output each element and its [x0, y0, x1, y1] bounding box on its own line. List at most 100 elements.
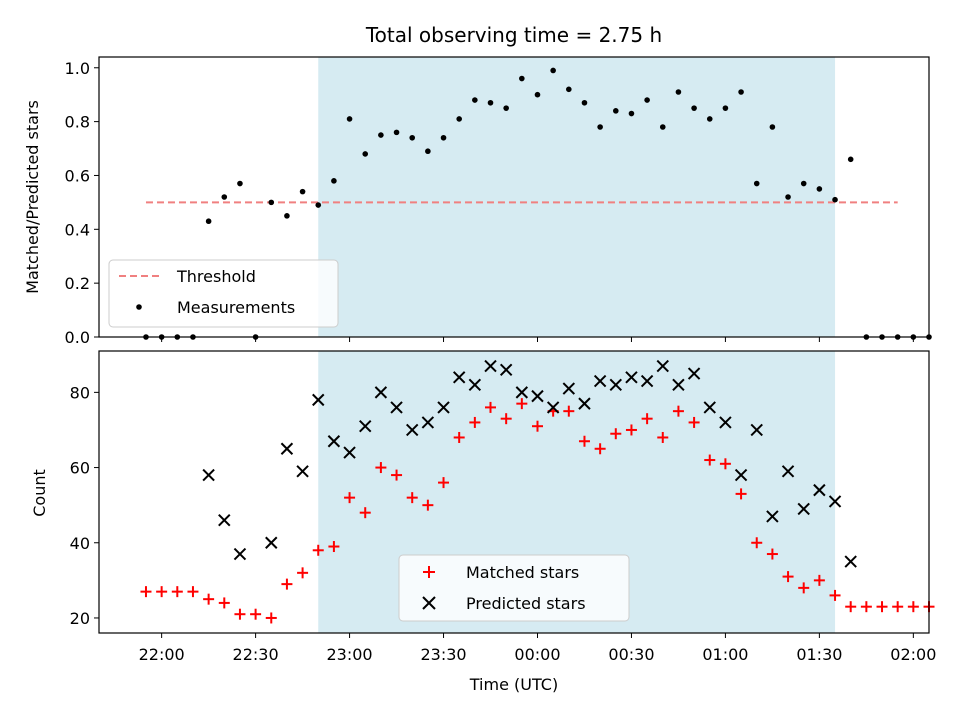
predicted-star-point — [296, 465, 309, 478]
measurement-point — [425, 148, 431, 155]
matched-star-point — [469, 416, 481, 428]
top-legend-box — [108, 259, 339, 328]
measurement-point — [268, 199, 275, 206]
matched-star-point — [375, 462, 387, 474]
predicted-star-point — [703, 401, 716, 414]
matched-star-point — [704, 454, 716, 466]
x-axis-label: Time (UTC) — [469, 675, 558, 694]
measurement-point — [581, 99, 588, 106]
x-tick-label: 23:00 — [327, 645, 373, 664]
measurement-point — [800, 180, 807, 187]
top-y-tick-label: 0.4 — [65, 220, 90, 239]
measurement-point — [299, 188, 306, 195]
matched-star-point — [140, 586, 152, 598]
measurement-point — [597, 124, 603, 130]
matched-star-point — [578, 435, 590, 447]
x-tick-label: 22:00 — [139, 645, 185, 664]
matched-star-point — [422, 499, 434, 511]
predicted-star-point — [406, 423, 419, 437]
matched-star-point — [813, 574, 825, 586]
matched-star-point — [485, 401, 497, 413]
top-y-tick-label: 1.0 — [65, 59, 90, 78]
predicted-star-point — [672, 378, 685, 392]
top-y-axis-label: Matched/Predicted stars — [23, 100, 42, 294]
predicted-star-point — [593, 374, 607, 388]
bottom-axes-frame — [98, 350, 930, 634]
measurement-point — [409, 134, 416, 141]
x-tick-label: 22:30 — [233, 645, 279, 664]
predicted-star-point — [734, 468, 748, 482]
matched-star-point — [782, 571, 794, 583]
measurement-point — [628, 110, 635, 117]
predicted-star-point — [640, 374, 654, 388]
predicted-star-point — [265, 536, 278, 549]
bottom-y-ticks: 20 40 60 80 — [70, 383, 99, 628]
matched-star-point — [312, 544, 324, 556]
measurement-point — [785, 194, 791, 200]
matched-star-point — [218, 597, 230, 609]
matched-star-point — [187, 586, 199, 598]
predicted-star-point — [437, 401, 450, 414]
matched-star-point — [766, 548, 778, 560]
matched-star-point — [641, 413, 653, 425]
matched-star-point — [751, 537, 763, 549]
bottom-y-tick-label: 80 — [70, 383, 90, 402]
predicted-star-point — [797, 502, 810, 516]
measurement-point — [691, 105, 697, 111]
measurement-point — [503, 105, 509, 111]
matched-star-point — [156, 586, 168, 598]
matched-star-point — [610, 428, 622, 440]
predicted-star-point — [656, 359, 669, 373]
x-tick-label: 01:30 — [796, 645, 842, 664]
measurement-point — [769, 124, 776, 130]
measurement-point — [346, 116, 353, 122]
predicted-star-point — [327, 435, 341, 448]
matched-star-point — [359, 507, 371, 519]
matched-star-point — [453, 431, 465, 443]
predicted-star-point — [421, 416, 435, 429]
predicted-star-point — [687, 367, 701, 380]
bottom-panel: 20 40 60 80 22:00 22:30 23:00 23:30 00:00 00:30 0… — [30, 350, 936, 694]
measurement-point — [534, 91, 541, 98]
chart-title: Total observing time = 2.75 h — [365, 23, 662, 47]
bottom-x-ticks: 22:00 22:30 23:00 23:30 00:00 00:30 01:00 01:30… — [139, 633, 936, 664]
legend-predicted-swatch — [422, 596, 436, 610]
bottom-y-tick-label: 40 — [70, 534, 90, 553]
predicted-star-point — [374, 386, 388, 399]
predicted-star-point — [781, 465, 795, 478]
predicted-star-point — [625, 371, 638, 384]
predicted-star-point — [578, 397, 591, 410]
bottom-legend: Matched stars Predicted stars — [398, 554, 630, 622]
predicted-star-point — [343, 446, 356, 459]
predicted-star-point — [218, 513, 231, 527]
measurement-point — [331, 178, 337, 184]
measurement-point — [644, 97, 650, 103]
x-tick-label: 00:00 — [514, 645, 560, 664]
top-shaded-region — [318, 57, 836, 337]
matched-star-point — [516, 398, 528, 410]
top-panel: 0.0 0.2 0.4 0.6 0.8 1.0 Matched/Predicted sta… — [23, 56, 932, 347]
predicted-star-point — [359, 419, 372, 433]
matched-star-point — [391, 469, 403, 481]
top-x-ticks — [161, 337, 914, 342]
top-legend: Threshold Measurements — [108, 259, 339, 328]
x-tick-label: 02:00 — [890, 645, 936, 664]
matched-star-point — [798, 582, 810, 594]
measurement-point — [847, 156, 854, 163]
predicted-star-point — [452, 371, 466, 384]
predicted-star-point — [390, 401, 403, 414]
top-y-ticks: 0.0 0.2 0.4 0.6 0.8 1.0 — [65, 59, 99, 347]
top-y-tick-label: 0.2 — [65, 274, 90, 293]
matched-star-point — [829, 589, 841, 601]
measurement-point — [753, 180, 760, 187]
predicted-star-point — [312, 393, 325, 407]
measurement-point — [550, 67, 556, 74]
predicted-star-point — [750, 423, 763, 437]
measurement-point — [237, 180, 243, 187]
matched-star-point — [876, 601, 888, 613]
matched-star-point — [860, 601, 872, 613]
matched-star-point — [406, 492, 418, 504]
measurement-point — [315, 202, 322, 208]
predicted-star-point — [202, 468, 215, 482]
